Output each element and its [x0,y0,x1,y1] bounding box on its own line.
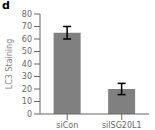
svg-text:40: 40 [22,60,32,69]
svg-text:10: 10 [22,97,32,106]
svg-text:30: 30 [22,72,32,81]
svg-text:80: 80 [22,10,32,19]
svg-text:LC3 Staining: LC3 Staining [8,39,14,89]
svg-text:0: 0 [27,110,32,119]
svg-text:60: 60 [22,35,32,44]
html-text:d: d [2,0,10,12]
svg-text:70: 70 [22,22,32,31]
svg-text:silSG20L1: silSG20L1 [102,121,142,130]
svg-text:20: 20 [22,85,32,94]
svg-text:siCon: siCon [56,121,78,130]
svg-text:50: 50 [22,47,32,56]
